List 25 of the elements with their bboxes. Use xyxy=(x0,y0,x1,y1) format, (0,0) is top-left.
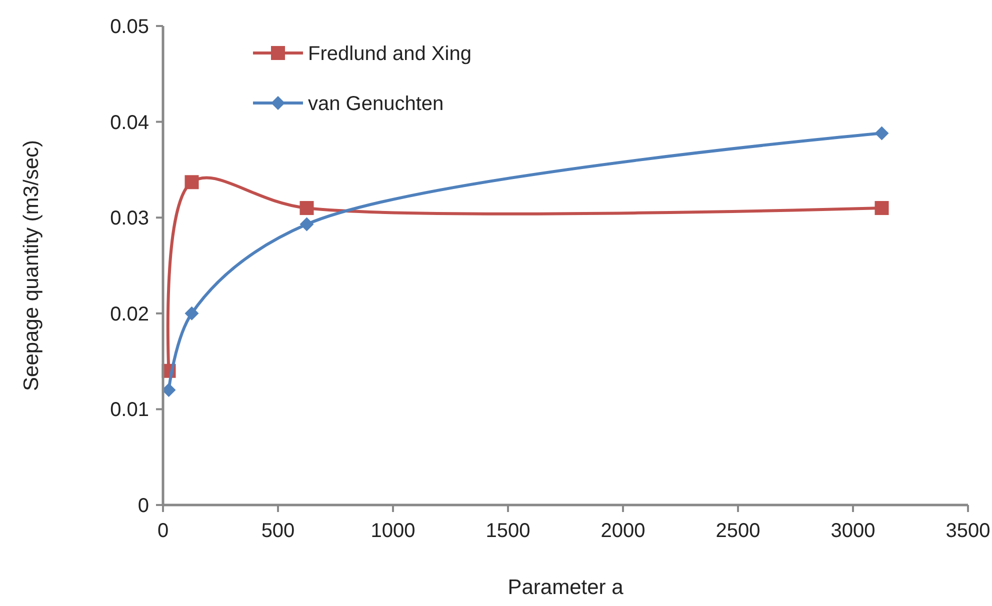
y-tick-label: 0.02 xyxy=(110,303,149,326)
point xyxy=(874,126,889,140)
x-tick-label: 3000 xyxy=(830,520,876,542)
y-tick-label: 0 xyxy=(138,495,149,517)
y-tick-label: 0.01 xyxy=(110,399,149,422)
point xyxy=(300,217,314,232)
point xyxy=(874,201,889,216)
x-tick-label: 2500 xyxy=(716,520,760,542)
legend-label: Fredlund and Xing xyxy=(308,43,472,65)
x-tick-label: 500 xyxy=(261,520,295,542)
y-tick-label: 0.04 xyxy=(110,112,149,134)
legend-label: van Genuchten xyxy=(308,93,444,115)
point xyxy=(184,175,199,190)
x-tick-label: 3500 xyxy=(946,520,990,542)
point xyxy=(184,306,199,320)
y-axis-title: Seepage quantity (m3/sec) xyxy=(20,140,43,391)
point xyxy=(300,201,314,216)
x-tick-label: 0 xyxy=(157,520,169,542)
y-tick-label: 0.05 xyxy=(110,16,149,38)
x-tick-label: 1000 xyxy=(370,520,416,542)
point xyxy=(162,383,176,398)
x-tick-label: 1500 xyxy=(486,520,530,542)
x-tick-label: 2000 xyxy=(600,520,646,542)
x-axis-title: Parameter a xyxy=(508,576,624,599)
y-tick-label: 0.03 xyxy=(110,208,149,230)
